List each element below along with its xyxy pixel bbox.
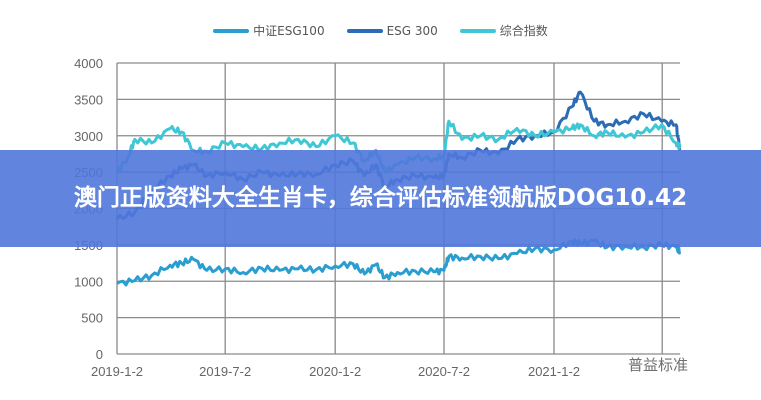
legend-item: 中证ESG100 <box>213 22 325 39</box>
legend-label: 综合指数 <box>499 24 548 38</box>
x-tick-label: 2020-1-2 <box>309 364 361 379</box>
x-tick-label: 2021-1-2 <box>528 364 580 379</box>
x-tick-label: 2020-7-2 <box>418 364 470 379</box>
y-tick-label: 1000 <box>74 274 103 289</box>
legend-item: 综合指数 <box>459 22 548 39</box>
banner-text: 澳门正版资料大全生肖卡，综合评估标准领航版DOG10.42 <box>73 185 688 211</box>
legend-label: 中证ESG100 <box>253 24 325 38</box>
y-tick-label: 3500 <box>74 92 103 107</box>
x-axis: 2019-1-2 2019-7-2 2020-1-2 2020-7-2 2021-1-2 <box>91 364 580 379</box>
legend-item: ESG 300 <box>346 22 438 39</box>
legend: 中证ESG100 ESG 300 综合指数 <box>0 22 761 39</box>
legend-label: ESG 300 <box>386 23 438 38</box>
y-tick-label: 0 <box>96 347 103 362</box>
title-banner: 澳门正版资料大全生肖卡，综合评估标准领航版DOG10.42 <box>0 150 761 247</box>
legend-swatch <box>213 28 250 33</box>
y-tick-label: 500 <box>81 311 103 326</box>
x-tick-label: 2019-7-2 <box>199 364 251 379</box>
watermark-text: 普益标准 <box>628 356 689 374</box>
legend-swatch <box>346 28 383 33</box>
x-tick-label: 2019-1-2 <box>91 364 143 379</box>
watermark: 普益标准 <box>628 354 688 375</box>
y-tick-label: 3000 <box>74 129 103 144</box>
y-tick-label: 4000 <box>74 56 103 71</box>
legend-swatch <box>459 28 496 33</box>
